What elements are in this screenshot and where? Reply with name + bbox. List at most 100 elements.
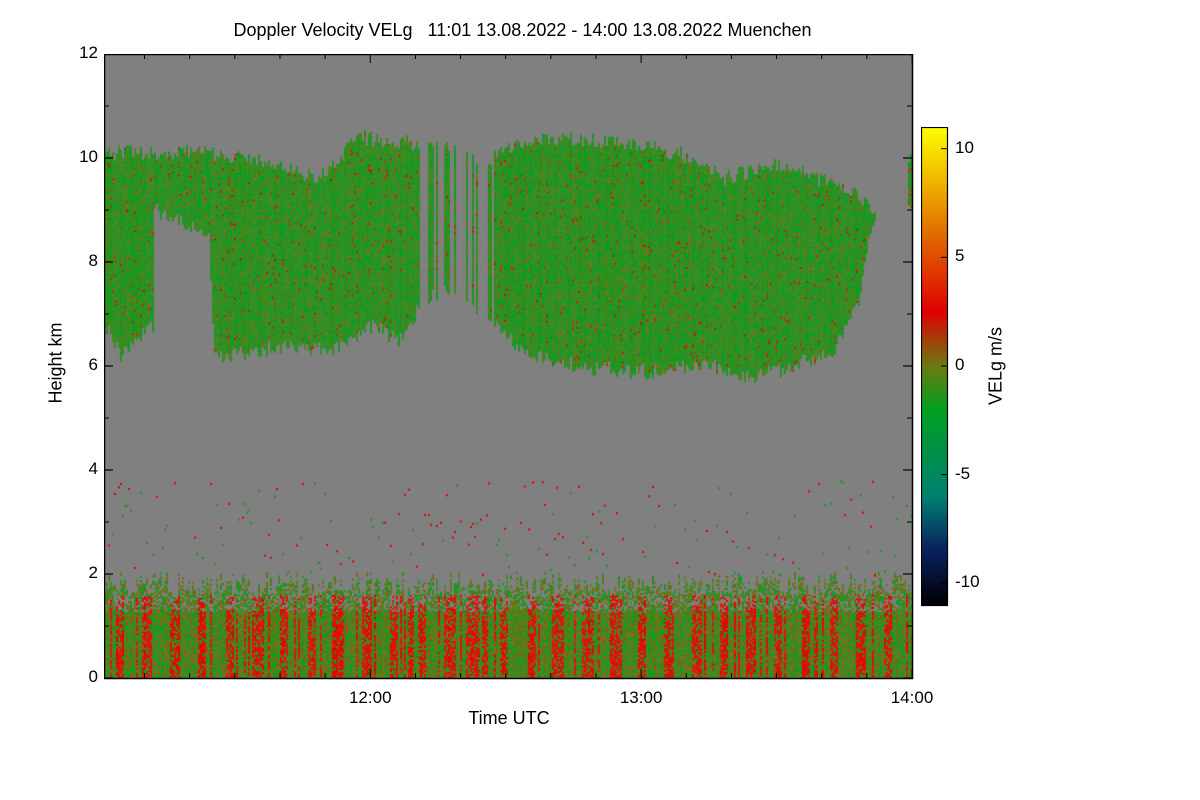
colorbar-step [921, 573, 947, 575]
colorbar-step [921, 186, 947, 188]
colorbar-step [921, 596, 947, 598]
colorbar [921, 127, 949, 607]
colorbar-step [921, 379, 947, 381]
colorbar-step [921, 144, 947, 146]
colorbar-step [921, 416, 947, 418]
colorbar-step [921, 493, 947, 495]
colorbar-step [921, 185, 947, 187]
colorbar-step [921, 492, 947, 494]
colorbar-step [921, 237, 947, 239]
colorbar-step [921, 543, 947, 545]
colorbar-step [921, 215, 947, 217]
colorbar-step [921, 365, 947, 367]
colorbar-step [921, 287, 947, 289]
colorbar-step [921, 536, 947, 538]
y-tick-label: 2 [88, 563, 98, 582]
colorbar-step [921, 142, 947, 144]
colorbar-step [921, 456, 947, 458]
colorbar-step [921, 152, 947, 154]
colorbar-step [921, 178, 947, 180]
colorbar-step [921, 279, 947, 281]
colorbar-step [921, 225, 947, 227]
colorbar-step [921, 231, 947, 233]
colorbar-step [921, 219, 947, 221]
colorbar-step [921, 284, 947, 286]
colorbar-step [921, 514, 947, 516]
colorbar-step [921, 528, 947, 530]
colorbar-step [921, 234, 947, 236]
colorbar-step [921, 354, 947, 356]
colorbar-step [921, 434, 947, 436]
colorbar-step [921, 557, 947, 559]
colorbar-step [921, 208, 947, 210]
colorbar-step [921, 361, 947, 363]
velocity-field [104, 54, 912, 678]
colorbar-step [921, 521, 947, 523]
colorbar-step [921, 603, 947, 605]
colorbar-step [921, 545, 947, 547]
colorbar-step [921, 190, 947, 192]
colorbar-step [921, 137, 947, 139]
colorbar-step [921, 324, 947, 326]
colorbar-step [921, 488, 947, 490]
colorbar-step [921, 532, 947, 534]
colorbar-step [921, 227, 947, 229]
colorbar-step [921, 363, 947, 365]
colorbar-step [921, 242, 947, 244]
colorbar-step [921, 539, 947, 541]
colorbar-step [921, 410, 947, 412]
colorbar-step [921, 313, 947, 315]
colorbar-step [921, 465, 947, 467]
colorbar-step [921, 257, 947, 259]
colorbar-step [921, 166, 947, 168]
colorbar-step [921, 360, 947, 362]
colorbar-step [921, 448, 947, 450]
colorbar-step [921, 553, 947, 555]
colorbar-step [921, 506, 947, 508]
colorbar-step [921, 472, 947, 474]
y-tick-label: 10 [79, 147, 98, 166]
colorbar-step [921, 422, 947, 424]
colorbar-step [921, 326, 947, 328]
colorbar-step [921, 165, 947, 167]
colorbar-step [921, 338, 947, 340]
colorbar-step [921, 294, 947, 296]
colorbar-step [921, 589, 947, 591]
colorbar-step [921, 486, 947, 488]
colorbar-step [921, 562, 947, 564]
colorbar-step [921, 330, 947, 332]
colorbar-step [921, 450, 947, 452]
colorbar-step [921, 316, 947, 318]
colorbar-step [921, 468, 947, 470]
colorbar-step [921, 293, 947, 295]
colorbar-step [921, 516, 947, 518]
colorbar-step [921, 523, 947, 525]
colorbar-step [921, 193, 947, 195]
colorbar-step [921, 397, 947, 399]
colorbar-step [921, 423, 947, 425]
colorbar-step [921, 574, 947, 576]
colorbar-step [921, 347, 947, 349]
colorbar-step [921, 433, 947, 435]
colorbar-step [921, 403, 947, 405]
colorbar-step [921, 341, 947, 343]
colorbar-step [921, 243, 947, 245]
colorbar-step [921, 184, 947, 186]
colorbar-step [921, 226, 947, 228]
colorbar-step [921, 344, 947, 346]
colorbar-step [921, 374, 947, 376]
colorbar-step [921, 438, 947, 440]
colorbar-step [921, 176, 947, 178]
colorbar-step [921, 163, 947, 165]
colorbar-step [921, 602, 947, 604]
colorbar-step [921, 189, 947, 191]
colorbar-step [921, 143, 947, 145]
colorbar-step [921, 222, 947, 224]
colorbar-step [921, 255, 947, 257]
colorbar-step [921, 362, 947, 364]
colorbar-step [921, 550, 947, 552]
colorbar-step [921, 315, 947, 317]
colorbar-step [921, 388, 947, 390]
colorbar-step [921, 581, 947, 583]
colorbar-step [921, 570, 947, 572]
